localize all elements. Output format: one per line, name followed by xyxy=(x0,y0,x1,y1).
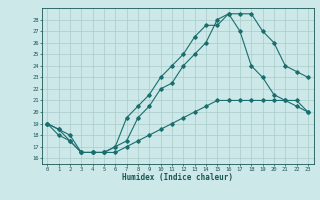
X-axis label: Humidex (Indice chaleur): Humidex (Indice chaleur) xyxy=(122,173,233,182)
